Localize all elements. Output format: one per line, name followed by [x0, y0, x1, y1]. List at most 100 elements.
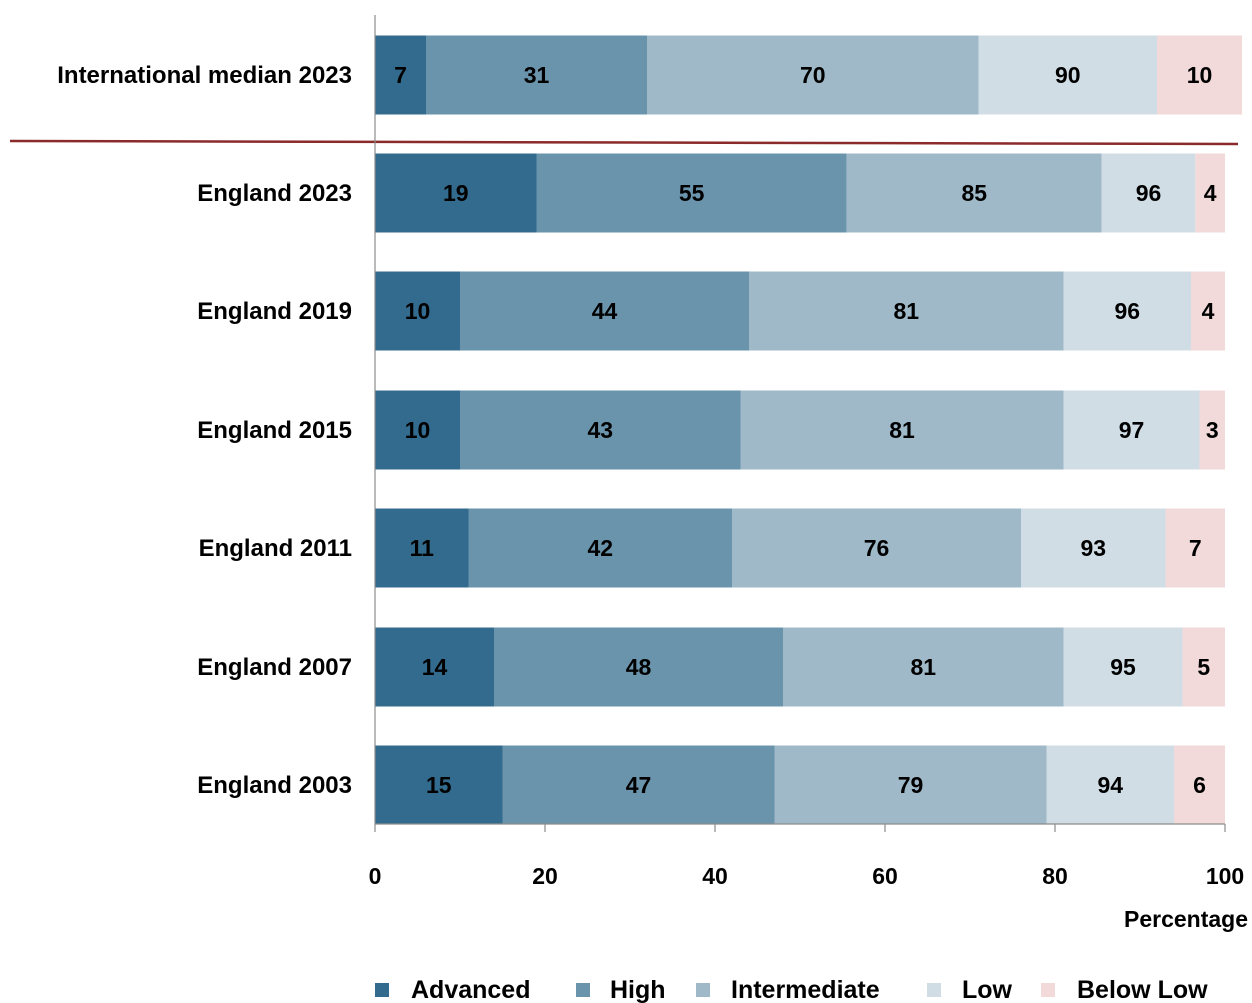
- legend: Advanced High Intermediate Low Below Low: [375, 976, 1208, 1003]
- data-label: 81: [893, 298, 919, 324]
- data-label: 93: [1080, 535, 1106, 561]
- category-label: England 2019: [197, 298, 352, 325]
- data-label: 85: [961, 180, 987, 206]
- bar-segment: [1046, 745, 1174, 825]
- axes-group: 0 20 40 60 80 100 Percentage: [9, 15, 1248, 932]
- x-tick-label: 60: [872, 863, 898, 889]
- bar-segment: [783, 627, 1064, 707]
- legend-label: High: [610, 976, 666, 1003]
- bars-group: 7 31 70 90 10 19 55 85 96 4 10 44 81 96 4 10 43 81 97 3 11 42…: [375, 35, 1242, 825]
- bar-segment: [1063, 271, 1191, 351]
- x-axis-title: Percentage: [1124, 906, 1248, 932]
- data-label: 70: [800, 62, 826, 88]
- x-tick-label: 0: [369, 863, 382, 889]
- legend-swatch: [1041, 983, 1055, 997]
- category-label: England 2007: [197, 654, 352, 681]
- bar-segment: [536, 153, 847, 233]
- legend-swatch: [576, 983, 590, 997]
- bar-segment: [375, 271, 460, 351]
- legend-label: Low: [962, 976, 1013, 1003]
- legend-swatch: [696, 983, 710, 997]
- x-tick-label: 100: [1206, 863, 1244, 889]
- data-label: 81: [889, 417, 915, 443]
- data-label: 55: [679, 180, 705, 206]
- bar-segment: [375, 35, 426, 115]
- x-tick-label: 20: [532, 863, 558, 889]
- bar-segment: [749, 271, 1064, 351]
- bar-segment: [375, 627, 494, 707]
- bar-segment: [1199, 390, 1225, 470]
- bar-segment: [502, 745, 775, 825]
- data-label: 47: [626, 772, 652, 798]
- category-label: England 2011: [199, 535, 352, 562]
- legend-label: Advanced: [411, 976, 530, 1003]
- legend-swatch: [375, 983, 389, 997]
- bar-segment: [468, 508, 732, 588]
- category-label: England 2003: [197, 772, 352, 799]
- category-labels-group: International median 2023 England 2023 Eng…: [57, 62, 352, 799]
- bar-segment: [1174, 745, 1225, 825]
- bar-segment: [375, 390, 460, 470]
- data-label: 42: [587, 535, 613, 561]
- legend-label: Below Low: [1077, 976, 1208, 1003]
- data-label: 6: [1193, 772, 1206, 798]
- bar-segment: [1021, 508, 1166, 588]
- data-label: 19: [443, 180, 469, 206]
- bar-segment: [1157, 35, 1242, 115]
- data-label: 95: [1110, 654, 1136, 680]
- data-label: 43: [587, 417, 613, 443]
- legend-swatch: [927, 983, 941, 997]
- bar-segment: [978, 35, 1157, 115]
- bar-segment: [375, 508, 469, 588]
- data-label: 76: [864, 535, 890, 561]
- category-label: England 2023: [197, 180, 352, 207]
- bar-segment: [375, 745, 503, 825]
- legend-label: Intermediate: [731, 976, 880, 1003]
- data-label: 96: [1136, 180, 1162, 206]
- data-label: 81: [910, 654, 936, 680]
- data-label: 11: [410, 535, 435, 561]
- bar-segment: [1101, 153, 1196, 233]
- bar-segment: [1165, 508, 1225, 588]
- bar-segment: [732, 508, 1021, 588]
- bar-segment: [1195, 153, 1225, 233]
- bar-segment: [494, 627, 783, 707]
- data-label: 7: [394, 62, 407, 88]
- separator-line: [9, 139, 1239, 146]
- data-label: 14: [422, 654, 448, 680]
- bar-segment: [1182, 627, 1225, 707]
- data-label: 10: [405, 417, 431, 443]
- data-label: 10: [1187, 62, 1213, 88]
- bar-segment: [375, 153, 537, 233]
- category-label: International median 2023: [57, 62, 352, 89]
- data-label: 15: [426, 772, 452, 798]
- bar-segment: [426, 35, 647, 115]
- data-label: 10: [405, 298, 431, 324]
- bar-segment: [1063, 627, 1183, 707]
- bar-segment: [774, 745, 1047, 825]
- data-label: 79: [898, 772, 924, 798]
- data-label: 97: [1119, 417, 1145, 443]
- data-label: 4: [1204, 180, 1217, 206]
- category-label: England 2015: [197, 417, 352, 444]
- x-tick-label: 40: [702, 863, 728, 889]
- bar-segment: [846, 153, 1102, 233]
- bar-segment: [1191, 271, 1225, 351]
- data-label: 96: [1114, 298, 1140, 324]
- data-label: 3: [1206, 417, 1219, 443]
- data-label: 5: [1197, 654, 1210, 680]
- data-label: 90: [1055, 62, 1081, 88]
- bar-segment: [460, 271, 749, 351]
- data-label: 94: [1097, 772, 1123, 798]
- data-label: 31: [524, 62, 550, 88]
- bar-segment: [647, 35, 979, 115]
- bar-segment: [740, 390, 1064, 470]
- data-label: 48: [626, 654, 652, 680]
- bar-segment: [1063, 390, 1200, 470]
- data-label: 44: [592, 298, 618, 324]
- data-label: 4: [1202, 298, 1215, 324]
- x-tick-label: 80: [1042, 863, 1068, 889]
- data-label: 7: [1189, 535, 1202, 561]
- bar-segment: [460, 390, 741, 470]
